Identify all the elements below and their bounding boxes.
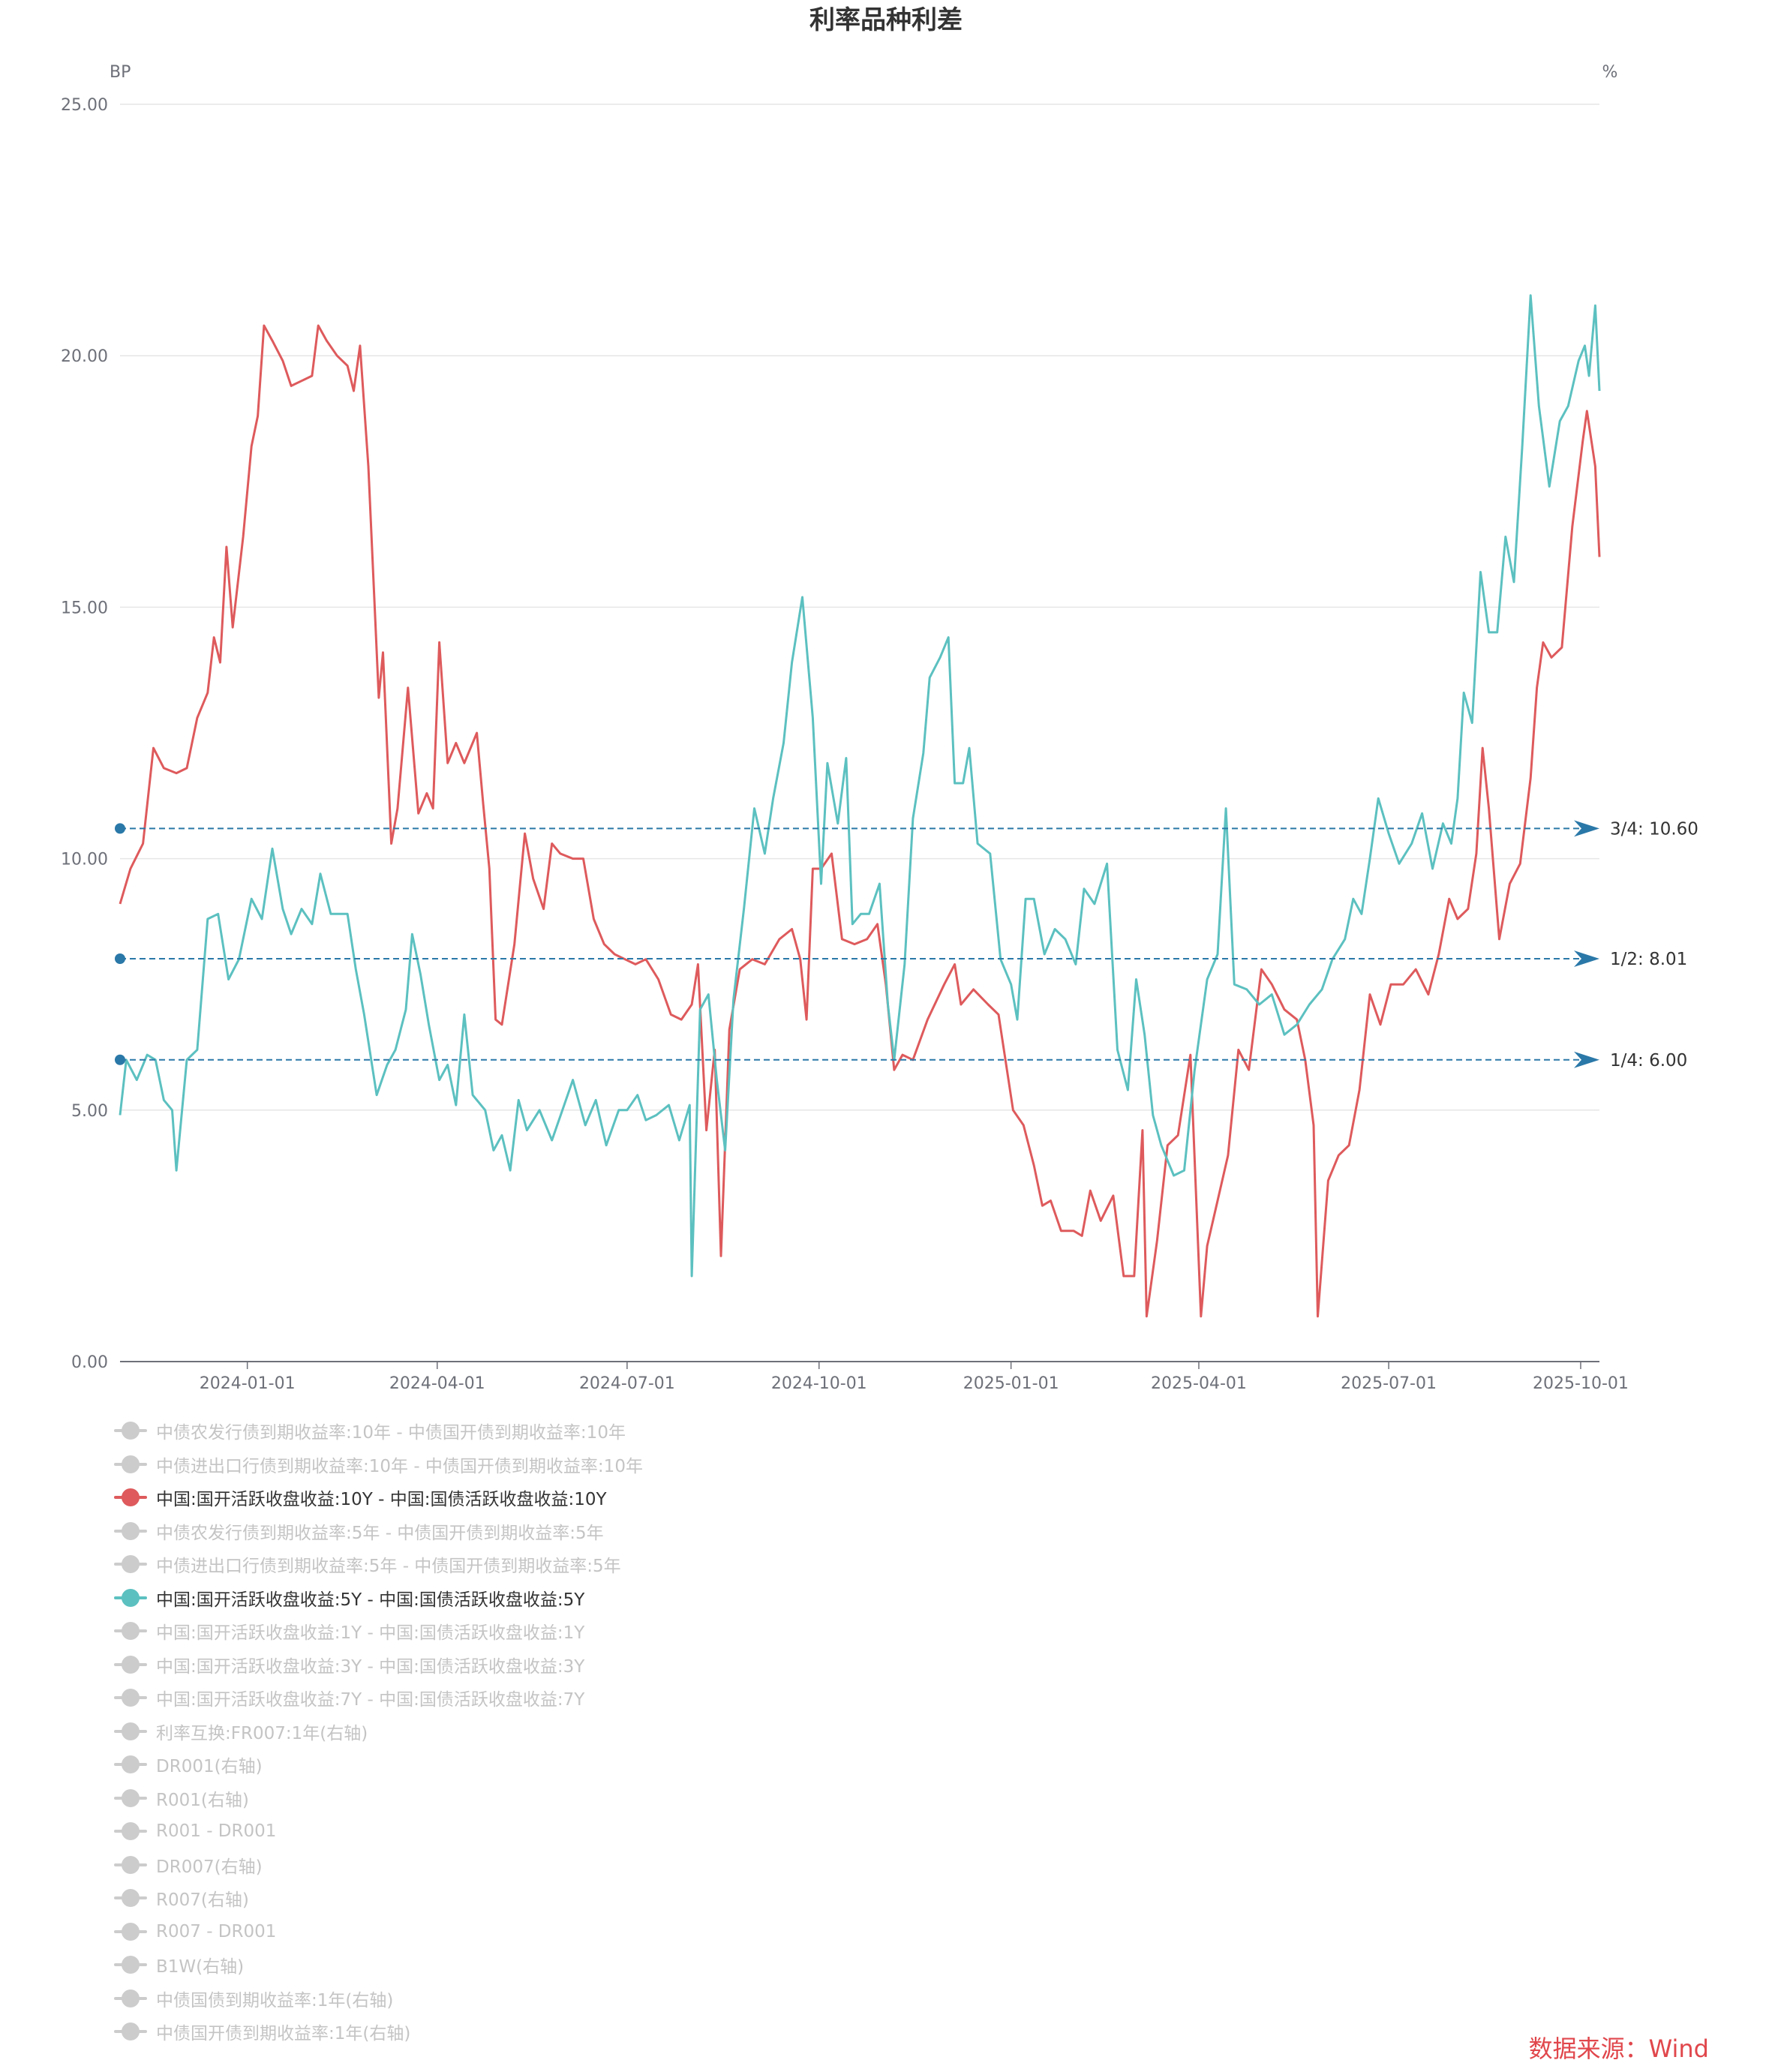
legend-label: 中国:国开活跃收盘收益:1Y - 中国:国债活跃收盘收益:1Y [156,1623,585,1644]
reference-label: 1/4: 6.00 [1610,1051,1687,1071]
legend-label: 中债农发行债到期收益率:5年 - 中债国开债到期收益率:5年 [156,1523,604,1543]
legend-marker-icon [113,1554,149,1574]
legend-marker-icon [113,1855,149,1875]
legend-item[interactable]: B1W(右轴) [113,1948,643,1982]
legend-marker-icon [113,2022,149,2041]
legend-label: 中国:国开活跃收盘收益:7Y - 中国:国债活跃收盘收益:7Y [156,1690,585,1710]
reference-label: 1/2: 8.01 [1610,950,1687,969]
x-tick-label: 2025-07-01 [1341,1374,1437,1393]
grid-lines [120,104,1599,1111]
y-tick-label: 10.00 [61,851,108,869]
y-tick-label: 25.00 [61,96,108,115]
x-tick-label: 2024-01-01 [200,1374,296,1393]
data-source: 数据来源：Wind [1528,2034,1709,2063]
x-axis: 2024-01-01 2024-04-01 2024-07-01 2024-10-01… [120,1361,1629,1393]
x-tick-label: 2024-07-01 [579,1374,675,1393]
legend-item[interactable]: 中债进出口行债到期收益率:5年 - 中债国开债到期收益率:5年 [113,1548,643,1581]
legend-item[interactable]: 中债进出口行债到期收益率:10年 - 中债国开债到期收益率:10年 [113,1448,643,1482]
legend-item[interactable]: R007(右轴) [113,1881,643,1915]
reference-arrow-icon [1574,820,1599,837]
legend-label: 中债国开债到期收益率:1年(右轴) [156,2024,411,2044]
legend-label: 中债进出口行债到期收益率:10年 - 中债国开债到期收益率:10年 [156,1456,643,1476]
reference-label: 3/4: 10.60 [1610,819,1698,839]
legend-label: R001(右轴) [156,1790,249,1810]
x-tick-label: 2024-10-01 [771,1374,867,1393]
legend-marker-icon [113,1821,149,1841]
y-tick-label: 5.00 [71,1102,108,1121]
reference-arrow-icon [1574,950,1599,968]
legend-item[interactable]: R001 - DR001 [113,1815,643,1848]
legend-item[interactable]: 利率互换:FR007:1年(右轴) [113,1715,643,1749]
series-line-10y [119,324,1601,1318]
series-lines [119,294,1601,1318]
legend-marker-icon [113,1588,149,1608]
legend-marker-icon [113,1688,149,1707]
legend-label: R007 - DR001 [156,1921,277,1941]
y-tick-label: 15.00 [61,599,108,617]
legend-marker-icon [113,1788,149,1808]
x-tick-label: 2025-10-01 [1533,1374,1629,1393]
legend-label: R001 - DR001 [156,1821,277,1842]
legend-marker-icon [113,1488,149,1507]
legend-item[interactable]: 中国:国开活跃收盘收益:7Y - 中国:国债活跃收盘收益:7Y [113,1681,643,1715]
legend-item[interactable]: 中国:国开活跃收盘收益:1Y - 中国:国债活跃收盘收益:1Y [113,1614,643,1648]
y-tick-label: 0.00 [71,1353,108,1372]
x-tick-label: 2025-04-01 [1151,1374,1247,1393]
y-axis-ticks: 0.00 5.00 10.00 15.00 20.00 25.00 [61,96,108,1372]
legend-marker-icon [113,1888,149,1908]
reference-lines: 3/4: 10.60 1/2: 8.01 1/4: 6.00 [115,819,1698,1071]
legend-marker-icon [113,1922,149,1941]
series-line-5y [119,294,1601,1278]
legend-item[interactable]: R001(右轴) [113,1782,643,1815]
legend-label: 利率互换:FR007:1年(右轴) [156,1723,368,1743]
right-axis-unit: % [1602,63,1618,82]
reference-arrow-icon [1574,1051,1599,1068]
legend-marker-icon [113,1455,149,1474]
legend-label: DR007(右轴) [156,1857,263,1877]
legend-label: 中债国债到期收益率:1年(右轴) [156,1990,394,2010]
legend-item[interactable]: DR001(右轴) [113,1748,643,1782]
legend-marker-icon [113,1621,149,1641]
legend-marker-icon [113,1989,149,2008]
legend-label: 中国:国开活跃收盘收益:5Y - 中国:国债活跃收盘收益:5Y [156,1590,585,1610]
x-tick-label: 2025-01-01 [963,1374,1059,1393]
legend-item[interactable]: R007 - DR001 [113,1915,643,1949]
y-tick-label: 20.00 [61,347,108,366]
legend-marker-icon [113,1955,149,1974]
legend-label: B1W(右轴) [156,1957,245,1977]
legend-label: 中债进出口行债到期收益率:5年 - 中债国开债到期收益率:5年 [156,1557,621,1577]
legend-marker-icon [113,1655,149,1674]
legend-item[interactable]: 中债国开债到期收益率:1年(右轴) [113,2015,643,2049]
legend-item[interactable]: 中债农发行债到期收益率:5年 - 中债国开债到期收益率:5年 [113,1515,643,1548]
legend: 中债农发行债到期收益率:10年 - 中债国开债到期收益率:10年 中债进出口行债到… [113,1414,643,2049]
legend-item[interactable]: 中国:国开活跃收盘收益:10Y - 中国:国债活跃收盘收益:10Y [113,1481,643,1515]
legend-label: DR001(右轴) [156,1757,263,1777]
legend-item[interactable]: 中债农发行债到期收益率:10年 - 中债国开债到期收益率:10年 [113,1414,643,1448]
legend-label: 中国:国开活跃收盘收益:10Y - 中国:国债活跃收盘收益:10Y [156,1490,607,1510]
legend-item[interactable]: 中国:国开活跃收盘收益:3Y - 中国:国债活跃收盘收益:3Y [113,1648,643,1682]
legend-item[interactable]: 中国:国开活跃收盘收益:5Y - 中国:国债活跃收盘收益:5Y [113,1581,643,1615]
legend-marker-icon [113,1722,149,1741]
legend-marker-icon [113,1521,149,1541]
chart-title: 利率品种利差 [809,5,963,35]
legend-item[interactable]: 中债国债到期收益率:1年(右轴) [113,1982,643,2016]
legend-marker-icon [113,1421,149,1440]
legend-item[interactable]: DR007(右轴) [113,1848,643,1882]
legend-label: R007(右轴) [156,1890,249,1911]
x-tick-label: 2024-04-01 [389,1374,485,1393]
legend-marker-icon [113,1755,149,1774]
legend-label: 中国:国开活跃收盘收益:3Y - 中国:国债活跃收盘收益:3Y [156,1656,585,1677]
legend-label: 中债农发行债到期收益率:10年 - 中债国开债到期收益率:10年 [156,1423,626,1443]
left-axis-unit: BP [110,63,131,82]
